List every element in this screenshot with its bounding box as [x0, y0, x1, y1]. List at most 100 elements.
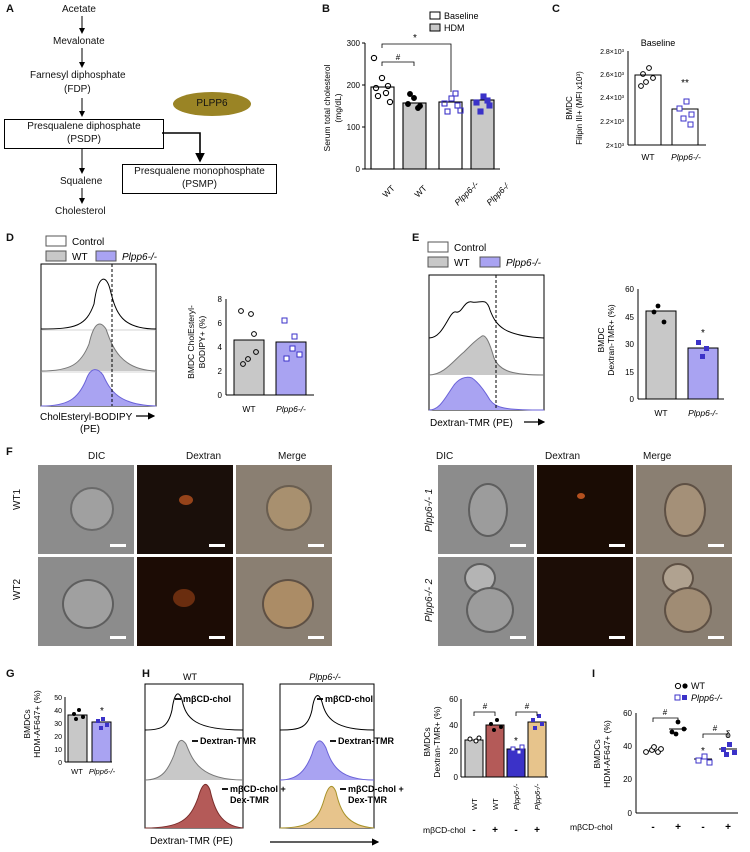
panel-label-b: B: [322, 3, 330, 15]
chart-c-sig: **: [681, 78, 689, 89]
f-col-dextran-right: Dextran: [545, 451, 581, 462]
chart-d-points: [238, 308, 259, 367]
chart-i-legend-wt: WT: [691, 681, 705, 691]
chart-i: WT Plpp6-/- BMDCs HDM-AF647+ (%) 0 20 40…: [570, 681, 738, 833]
micrograph-ko1-dic: [438, 465, 534, 554]
chart-d-ytick-0: 0: [218, 391, 223, 400]
chart-h-ytick-40: 40: [449, 721, 458, 730]
panel-label-g: G: [6, 668, 15, 680]
chart-g-ylabel-1: BMDCs: [22, 709, 32, 738]
chart-i-ytick-20: 20: [623, 775, 632, 784]
chart-h-xaxis: Dextran-TMR (PE): [150, 836, 233, 847]
panel-label-a: A: [6, 3, 14, 15]
chart-d-legend-wt: WT: [72, 252, 88, 263]
f-col-dextran-left: Dextran: [186, 451, 222, 462]
chart-c-ytick-0: 2×10³: [606, 143, 625, 150]
chart-h-xlabel-2: WT: [491, 798, 500, 810]
chart-g: BMDCs HDM-AF647+ (%) 0 10 20 30 40 50 * …: [22, 690, 116, 776]
chart-h-title-wt: WT: [183, 672, 197, 682]
chart-g-ytick-30: 30: [54, 721, 62, 728]
chart-h-xlabel-4: Plpp6-/-: [533, 783, 542, 810]
chart-h-xlabel-3: Plpp6-/-: [512, 783, 521, 810]
chart-b-ytick-100: 100: [347, 123, 361, 132]
chart-h-bar-ylabel-1: BMDCs: [422, 727, 432, 756]
chart-g-bar-ko: [91, 721, 112, 763]
chart-d-xlabel-ko: Plpp6-/-: [276, 404, 306, 414]
chart-d: Control WT Plpp6-/- CholEsteryl-BODIPY (…: [40, 235, 314, 434]
chart-i-treat-3: -: [701, 822, 704, 833]
chart-d-xaxis-2: (PE): [80, 424, 100, 434]
chart-b-legend-hdm: HDM: [444, 23, 465, 33]
chart-i-wt-plus-points: [669, 719, 687, 737]
micrograph-wt2-merge: [236, 557, 332, 646]
panel-label-d: D: [6, 232, 14, 244]
chart-i-treat-2: +: [675, 822, 681, 833]
chart-h-bar-ylabel-2: Dextran-TMR+ (%): [432, 706, 442, 778]
chart-i-ytick-40: 40: [623, 742, 632, 751]
chart-h-ytick-60: 60: [449, 695, 458, 704]
chart-b-sig-star: *: [413, 33, 417, 44]
chart-c-ytick-2: 2.4×10³: [600, 95, 625, 102]
chart-d-xaxis-1: CholEsteryl-BODIPY: [40, 412, 133, 423]
chart-g-ko-points: [96, 717, 109, 730]
chart-e-legend-control: Control: [454, 243, 486, 254]
chart-c-ylabel-1: BMDC: [565, 96, 574, 120]
step-acetate: Acetate: [62, 4, 96, 15]
chart-h-hist-wt: [144, 683, 244, 829]
chart-i-points: [643, 744, 664, 755]
chart-g-ytick-40: 40: [54, 708, 62, 715]
panel-label-c: C: [552, 3, 560, 15]
chart-b: Serum total cholesterol (mg/dL) 0 100 20…: [322, 11, 508, 207]
step-psdp: Presqualene diphosphate: [27, 121, 141, 132]
chart-d-histogram: [40, 263, 157, 407]
chart-d-legend-ko: Plpp6-/-: [122, 252, 158, 263]
chart-b-ytick-200: 200: [347, 81, 361, 90]
chart-c-xlabel-ko: Plpp6-/-: [671, 152, 701, 162]
chart-h-title-ko: Plpp6-/-: [309, 672, 341, 682]
f-row-wt1: WT1: [12, 488, 23, 510]
chart-d-ytick-4: 4: [218, 343, 223, 352]
chart-h-wt-label-dex: Dextran-TMR: [200, 736, 257, 746]
chart-b-bar-wt-hdm: [402, 102, 427, 170]
chart-c-ytick-4: 2.8×10³: [600, 49, 625, 56]
chart-c-ytick-1: 2.2×10³: [600, 119, 625, 126]
chart-h-wt-label-combo1: mβCD-chol +: [230, 784, 286, 794]
f-col-dic-right: DIC: [436, 451, 454, 462]
chart-b-xlabel-1: WT: [380, 183, 396, 199]
chart-i-legend-ko: Plpp6-/-: [691, 693, 723, 703]
chart-c-xlabel-wt: WT: [641, 152, 654, 162]
chart-g-points: [72, 708, 85, 721]
chart-i-ko-plus-points: [721, 742, 737, 757]
chart-d-legend: Control WT Plpp6-/-: [45, 235, 158, 263]
chart-h-bar-ko-plus: [527, 721, 547, 778]
chart-h-wt-label-combo2: Dex-TMR: [230, 795, 270, 805]
f-row-ko2: Plpp6-/- 2: [424, 578, 435, 622]
chart-b-bar-ko-baseline: [438, 101, 463, 170]
micrograph-ko1-merge: [636, 465, 732, 554]
chart-h: WT Plpp6-/- mβCD-chol Dextran-TMR mβCD-c…: [144, 672, 548, 847]
micrograph-ko1-dextran: [537, 465, 633, 554]
chart-h-sig-hash-1: #: [483, 702, 488, 711]
step-psmp-abbrev: (PSMP): [182, 179, 217, 190]
chart-e-histogram: [428, 274, 545, 411]
chart-h-treat-4: +: [534, 825, 540, 836]
micrograph-wt1-merge: [236, 465, 332, 554]
chart-h-hist-ko: [279, 683, 375, 829]
chart-e-ytick-60: 60: [625, 285, 634, 294]
chart-h-ko-minus-points: [510, 744, 525, 755]
chart-h-treat-3: -: [514, 825, 517, 836]
chart-h-ko-label-combo2: Dex-TMR: [348, 795, 388, 805]
panel-label-h: H: [142, 668, 150, 680]
psdp-box: Presqualene diphosphate (PSDP): [4, 119, 164, 149]
step-fdp: Farnesyl diphosphate: [30, 70, 126, 81]
chart-b-legend-baseline: Baseline: [444, 11, 479, 21]
chart-g-ylabel-2: HDM-AF647+ (%): [32, 690, 42, 758]
chart-h-bar-wt-minus: [464, 739, 484, 778]
chart-b-sig-hash: #: [396, 53, 401, 62]
chart-e-xlabel-wt: WT: [654, 408, 667, 418]
chart-e-ytick-15: 15: [625, 368, 634, 377]
panel-label-e: E: [412, 232, 420, 244]
chart-c: Baseline BMDC Filipin III+ (MFI x10³) 2×…: [565, 38, 706, 162]
micrograph-ko2-dic: [438, 557, 534, 646]
f-col-merge-right: Merge: [643, 451, 672, 462]
